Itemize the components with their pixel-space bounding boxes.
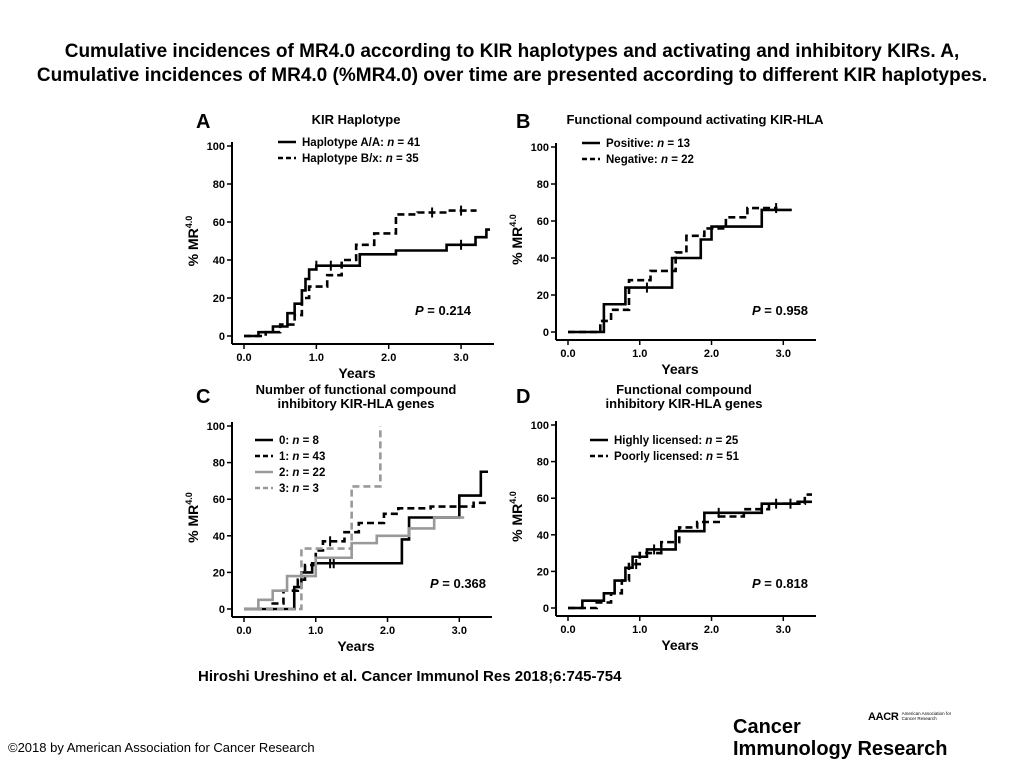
x-axis-label: Years <box>661 361 699 377</box>
copyright-notice: ©2018 by American Association for Cancer… <box>8 740 315 755</box>
journal-logo: Cancer Immunology Research <box>733 716 948 760</box>
y-tick-label: 100 <box>207 421 225 433</box>
x-tick-label: 0.0 <box>236 625 251 637</box>
y-axis-label: % MR4.0 <box>184 492 201 543</box>
x-tick-label: 1.0 <box>632 624 647 636</box>
x-tick-label: 3.0 <box>776 624 791 636</box>
x-tick-label: 1.0 <box>308 625 323 637</box>
panel-letter: B <box>516 111 530 133</box>
panel-title: inhibitory KIR-HLA genes <box>278 396 435 411</box>
aacr-mark: AACR <box>868 711 899 723</box>
legend-label: Haplotype B/x: n = 35 <box>302 153 419 165</box>
y-tick-label: 80 <box>537 457 549 469</box>
slide-title: Cumulative incidences of MR4.0 according… <box>36 41 988 86</box>
x-tick-label: 2.0 <box>381 352 396 364</box>
legend-label: 3: n = 3 <box>279 483 319 495</box>
x-axis-label: Years <box>661 637 699 653</box>
legend-label: Highly licensed: n = 25 <box>614 435 739 447</box>
x-tick-label: 0.0 <box>560 348 575 360</box>
y-tick-label: 100 <box>207 141 225 153</box>
series-line-2 <box>244 516 465 611</box>
series-line-0 <box>244 228 490 338</box>
panel-letter: C <box>196 386 210 408</box>
x-tick-label: 0.0 <box>560 624 575 636</box>
p-value: P = 0.818 <box>752 576 808 591</box>
p-value: P = 0.958 <box>752 303 808 318</box>
series-line-0 <box>244 470 488 611</box>
y-tick-label: 20 <box>537 566 549 578</box>
aacr-logo: AACR American Association for Cancer Res… <box>868 711 954 723</box>
panel-title: Functional compound activating KIR-HLA <box>566 112 824 127</box>
series-line-3 <box>244 426 382 611</box>
y-tick-label: 40 <box>213 531 225 543</box>
aacr-org-name: American Association for Cancer Research <box>901 711 952 721</box>
panel-letter: D <box>516 386 530 408</box>
y-tick-label: 20 <box>213 567 225 579</box>
legend-label: Negative: n = 22 <box>606 154 694 166</box>
series-line-1 <box>568 206 778 334</box>
journal-name-line1: Cancer <box>733 716 801 738</box>
x-axis-label: Years <box>338 365 376 381</box>
y-tick-label: 100 <box>531 420 549 432</box>
journal-name-line2: Immunology Research <box>733 738 948 760</box>
panel-title: Number of functional compound <box>256 382 457 397</box>
y-axis-label: % MR4.0 <box>508 491 525 542</box>
x-tick-label: 3.0 <box>452 625 467 637</box>
x-tick-label: 2.0 <box>704 624 719 636</box>
panel-title: KIR Haplotype <box>312 112 401 127</box>
x-axis-label: Years <box>337 638 375 654</box>
citation: Hiroshi Ureshino et al. Cancer Immunol R… <box>198 668 622 685</box>
panel-letter: A <box>196 111 210 133</box>
x-tick-label: 2.0 <box>380 625 395 637</box>
y-tick-label: 60 <box>213 217 225 229</box>
x-tick-label: 1.0 <box>309 352 324 364</box>
y-tick-label: 20 <box>537 290 549 302</box>
series-line-1 <box>568 493 812 610</box>
p-value: P = 0.368 <box>430 576 486 591</box>
series-line-0 <box>568 500 812 610</box>
legend-label: 0: n = 8 <box>279 435 320 447</box>
panel-b: B Functional compound activating KIR-HLA 0… <box>508 111 824 377</box>
x-tick-label: 2.0 <box>704 348 719 360</box>
y-tick-label: 0 <box>219 331 225 343</box>
y-tick-label: 60 <box>537 216 549 228</box>
y-tick-label: 0 <box>543 327 549 339</box>
y-tick-label: 0 <box>543 603 549 615</box>
legend-label: Positive: n = 13 <box>606 138 690 150</box>
y-tick-label: 80 <box>213 179 225 191</box>
y-tick-label: 80 <box>213 458 225 470</box>
legend-label: Haplotype A/A: n = 41 <box>302 137 421 149</box>
x-tick-label: 0.0 <box>236 352 251 364</box>
y-tick-label: 100 <box>531 142 549 154</box>
legend-label: 2: n = 22 <box>279 467 325 479</box>
x-tick-label: 3.0 <box>453 352 468 364</box>
y-tick-label: 40 <box>537 530 549 542</box>
y-tick-label: 40 <box>213 255 225 267</box>
x-tick-label: 3.0 <box>776 348 791 360</box>
panel-a: A KIR Haplotype 0 20 40 60 80 100 0.0 1.0 2.0 3.0 Ye… <box>184 111 494 381</box>
x-tick-label: 1.0 <box>632 348 647 360</box>
y-tick-label: 0 <box>219 604 225 616</box>
y-axis-label: % MR4.0 <box>508 214 525 265</box>
panel-title: Functional compound <box>616 382 752 397</box>
legend-label: Poorly licensed: n = 51 <box>614 451 740 463</box>
series-line-1 <box>244 209 477 338</box>
panel-c: C Number of functional compoundinhibitory… <box>184 382 492 654</box>
y-tick-label: 20 <box>213 293 225 305</box>
y-tick-label: 80 <box>537 179 549 191</box>
panel-title: inhibitory KIR-HLA genes <box>606 396 763 411</box>
p-value: P = 0.214 <box>415 303 472 318</box>
legend-label: 1: n = 43 <box>279 451 325 463</box>
y-axis-label: % MR4.0 <box>184 216 201 267</box>
y-tick-label: 60 <box>537 493 549 505</box>
y-tick-label: 40 <box>537 253 549 265</box>
y-tick-label: 60 <box>213 494 225 506</box>
series-line-0 <box>568 208 792 334</box>
